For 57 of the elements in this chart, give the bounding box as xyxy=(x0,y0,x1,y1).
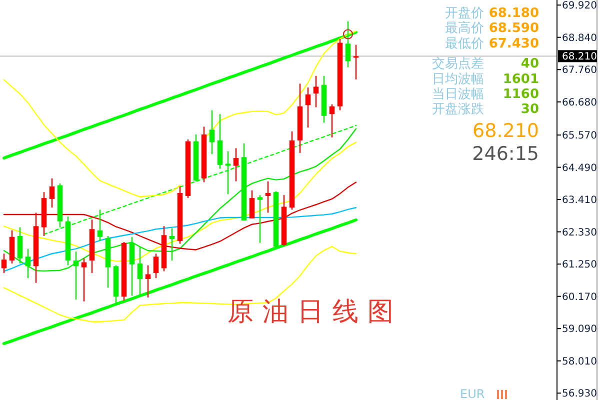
text: 40 xyxy=(520,56,539,72)
text: 1160 xyxy=(502,87,539,102)
candlestick xyxy=(9,230,15,264)
candlestick xyxy=(97,209,103,242)
text: 67.430 xyxy=(488,36,539,52)
text: 246:15 xyxy=(472,143,539,165)
text: 当日波幅 xyxy=(432,87,484,102)
text: 开盘涨跌 xyxy=(432,102,484,118)
candlestick xyxy=(17,226,23,264)
line-series xyxy=(3,246,357,322)
candlestick xyxy=(345,20,351,68)
candlestick xyxy=(153,253,159,279)
y-tick-label: 58.010 xyxy=(562,356,597,368)
text: 原油日线图 xyxy=(228,297,402,327)
y-tick-label: 59.090 xyxy=(562,324,597,336)
text: 最高价 xyxy=(445,20,484,36)
candlestick xyxy=(249,190,255,219)
y-tick-label: 61.250 xyxy=(562,260,597,271)
candlestick xyxy=(305,86,311,128)
text: 最低价 xyxy=(445,36,484,52)
candlestick xyxy=(257,194,263,244)
candlestick xyxy=(169,228,175,262)
line-series xyxy=(3,182,357,250)
y-tick-label: 67.760 xyxy=(562,65,597,76)
text: 日均波幅 xyxy=(432,72,484,87)
candlestick xyxy=(233,148,239,182)
y-tick-label: 64.490 xyxy=(562,162,597,174)
text: 30 xyxy=(520,102,539,118)
text: 68.590 xyxy=(488,21,539,36)
line-series xyxy=(2,218,358,346)
candlestick xyxy=(1,253,7,274)
y-tick-label: 68.840 xyxy=(562,32,597,44)
y-tick-label: 66.680 xyxy=(562,97,597,108)
y-tick-label: 63.410 xyxy=(562,195,597,206)
text: 68.180 xyxy=(488,6,539,21)
y-tick-label: 65.570 xyxy=(562,130,597,142)
text: 开盘价 xyxy=(445,6,484,21)
candlestick xyxy=(81,258,87,302)
candlestick xyxy=(313,75,319,108)
line-series xyxy=(2,30,358,160)
text: 1601 xyxy=(502,72,539,87)
candlestick xyxy=(353,44,359,80)
text: 交易点差 xyxy=(432,56,484,72)
line-series xyxy=(43,124,357,235)
candlestick xyxy=(225,150,231,195)
y-tick-label: 60.170 xyxy=(562,292,597,303)
text: EUR xyxy=(460,387,485,400)
candlestick xyxy=(209,110,215,155)
candlestick xyxy=(145,264,151,298)
y-tick-label: 69.920 xyxy=(562,0,597,12)
candlestick xyxy=(49,178,55,208)
candlestick xyxy=(329,104,335,138)
ref-line-label: 68.210 xyxy=(562,52,597,63)
y-tick-label: 56.930 xyxy=(562,388,597,400)
text: 68.210 xyxy=(472,120,539,142)
y-tick-label: 62.330 xyxy=(562,227,597,238)
candlestick xyxy=(265,180,271,214)
